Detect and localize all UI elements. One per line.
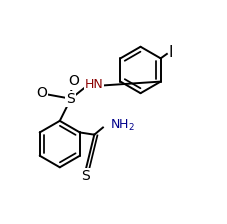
Text: S: S (66, 92, 75, 106)
Text: O: O (68, 74, 79, 88)
Text: I: I (168, 45, 172, 60)
Text: O: O (36, 86, 47, 100)
Text: HN: HN (84, 78, 103, 91)
Text: S: S (81, 169, 89, 183)
Text: NH$_2$: NH$_2$ (110, 118, 134, 133)
